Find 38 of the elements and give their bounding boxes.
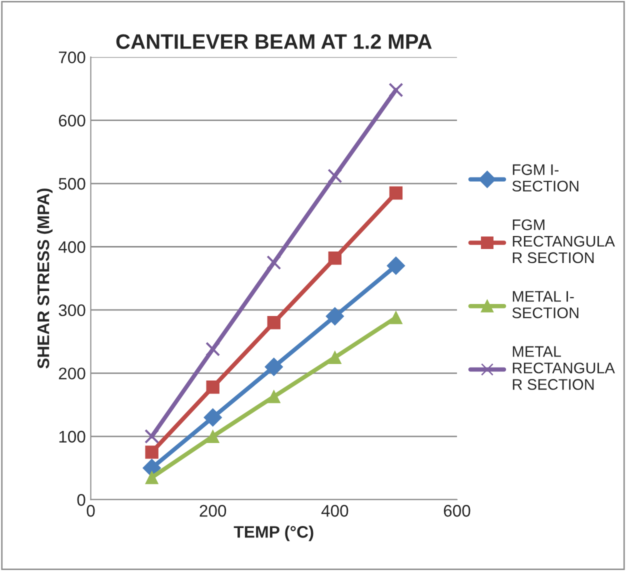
point (144, 429, 160, 444)
legend-label: METAL I- SECTION (512, 291, 578, 318)
point (386, 256, 406, 275)
y-axis-title: SHEAR STRESS (MPA) (37, 188, 53, 368)
x-tick-label: 0 (86, 504, 95, 517)
y-tick-label: 400 (58, 241, 86, 253)
point (267, 390, 280, 404)
point (389, 310, 403, 324)
legend-label: FGM I- SECTION (512, 164, 578, 192)
y-tick-label: 100 (59, 430, 86, 443)
legend-label: FGM RECTANGULA R SECTION (512, 219, 615, 264)
x-axis-title: TEMP (°C) (234, 526, 314, 542)
legend-label: METAL RECTANGULA R SECTION (512, 346, 615, 390)
y-tick-label: 300 (58, 304, 86, 316)
point (326, 307, 344, 326)
point (206, 380, 220, 394)
x-tick-label: 400 (321, 504, 348, 517)
x-tick-label: 200 (200, 504, 226, 517)
point (328, 350, 342, 364)
y-tick-label: 200 (58, 368, 86, 380)
x-tick-label: 600 (444, 504, 470, 517)
point (328, 168, 342, 184)
point (389, 186, 403, 200)
y-tick-label: 500 (58, 178, 86, 190)
y-tick-label: 0 (77, 494, 86, 506)
y-tick-label: 600 (58, 114, 86, 127)
point (206, 430, 220, 444)
chart-title: CANTILEVER BEAM AT 1.2 MPA (116, 34, 432, 49)
point (328, 252, 342, 265)
point (388, 82, 404, 98)
y-tick-label: 700 (58, 52, 86, 64)
point (264, 358, 284, 376)
point (267, 316, 280, 330)
point (145, 470, 158, 484)
point (266, 255, 282, 270)
point (145, 446, 158, 459)
point (206, 342, 220, 356)
point (204, 408, 222, 427)
